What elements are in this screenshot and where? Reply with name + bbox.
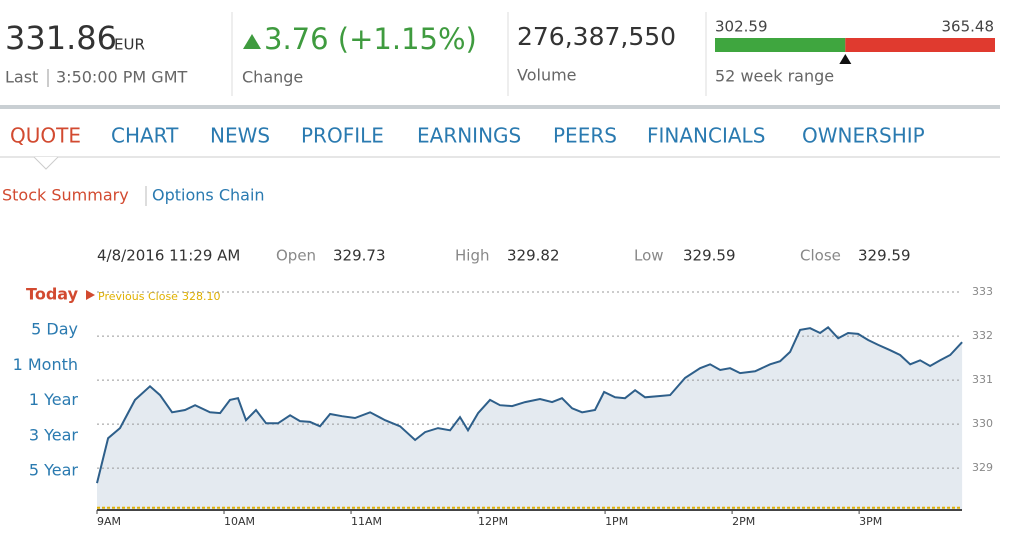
- field-label: Open: [276, 247, 316, 265]
- volume-label: Volume: [517, 66, 577, 85]
- sub-tab[interactable]: Stock Summary: [2, 186, 129, 205]
- range-bar-low: [715, 38, 846, 52]
- prev-close-legend: Previous Close 328.10: [98, 290, 220, 303]
- field-label: High: [455, 247, 489, 265]
- sub-tab[interactable]: Options Chain: [152, 186, 265, 205]
- active-caret: [33, 156, 59, 170]
- nav-tab[interactable]: PROFILE: [301, 124, 384, 148]
- range-bar-high: [845, 38, 995, 52]
- range-option[interactable]: Today: [26, 285, 79, 304]
- nav-tab[interactable]: FINANCIALS: [647, 124, 765, 148]
- y-tick-label: 333: [972, 285, 993, 298]
- field-label: Close: [800, 247, 841, 265]
- price-line: [96, 325, 963, 484]
- range-option[interactable]: 1 Year: [29, 390, 79, 409]
- nav-tab[interactable]: PEERS: [553, 124, 617, 148]
- currency: EUR: [114, 36, 145, 54]
- quote-date: 4/8/2016 11:29 AM: [97, 247, 240, 265]
- volume: 276,387,550: [517, 22, 676, 51]
- range-option[interactable]: 3 Year: [29, 425, 79, 444]
- field-value: 329.82: [507, 247, 560, 265]
- x-tick-label: 10AM: [224, 515, 255, 528]
- x-tick-label: 1PM: [605, 515, 628, 528]
- x-tick-label: 3PM: [859, 515, 882, 528]
- last-time: 3:50:00 PM GMT: [56, 68, 188, 87]
- x-tick-label: 2PM: [732, 515, 755, 528]
- y-tick-label: 332: [972, 329, 993, 342]
- field-value: 329.73: [333, 247, 386, 265]
- field-value: 329.59: [858, 247, 911, 265]
- range-high: 365.48: [942, 18, 995, 36]
- area: [97, 327, 963, 510]
- nav-tab[interactable]: QUOTE: [10, 124, 81, 148]
- header-panel: [0, 0, 1000, 108]
- nav-tab[interactable]: OWNERSHIP: [802, 124, 925, 148]
- range-low: 302.59: [715, 18, 768, 36]
- prev-close-name: Previous Close: [98, 290, 178, 303]
- prev-close-marker: [86, 290, 95, 300]
- range-option[interactable]: 1 Month: [13, 355, 78, 374]
- range-marker: [839, 54, 852, 64]
- x-tick-label: 11AM: [351, 515, 382, 528]
- range-label: 52 week range: [715, 67, 834, 86]
- range-option[interactable]: 5 Year: [29, 461, 79, 480]
- nav-tab[interactable]: NEWS: [210, 124, 270, 148]
- field-value: 329.59: [683, 247, 736, 265]
- nav-tab[interactable]: CHART: [111, 124, 179, 148]
- y-tick-label: 331: [972, 373, 993, 386]
- x-tick-label: 9AM: [97, 515, 121, 528]
- change: 3.76 (+1.15%): [264, 22, 477, 56]
- change-label: Change: [242, 68, 303, 87]
- nav-tab[interactable]: EARNINGS: [417, 124, 521, 148]
- up-arrow: [243, 34, 261, 49]
- y-tick-label: 329: [972, 461, 993, 474]
- last-label: Last: [5, 68, 38, 87]
- prev-close-value: 328.10: [182, 290, 221, 303]
- range-option[interactable]: 5 Day: [31, 320, 78, 339]
- field-label: Low: [634, 247, 664, 265]
- price: 331.86: [5, 19, 117, 57]
- y-tick-label: 330: [972, 417, 993, 430]
- x-tick-label: 12PM: [478, 515, 508, 528]
